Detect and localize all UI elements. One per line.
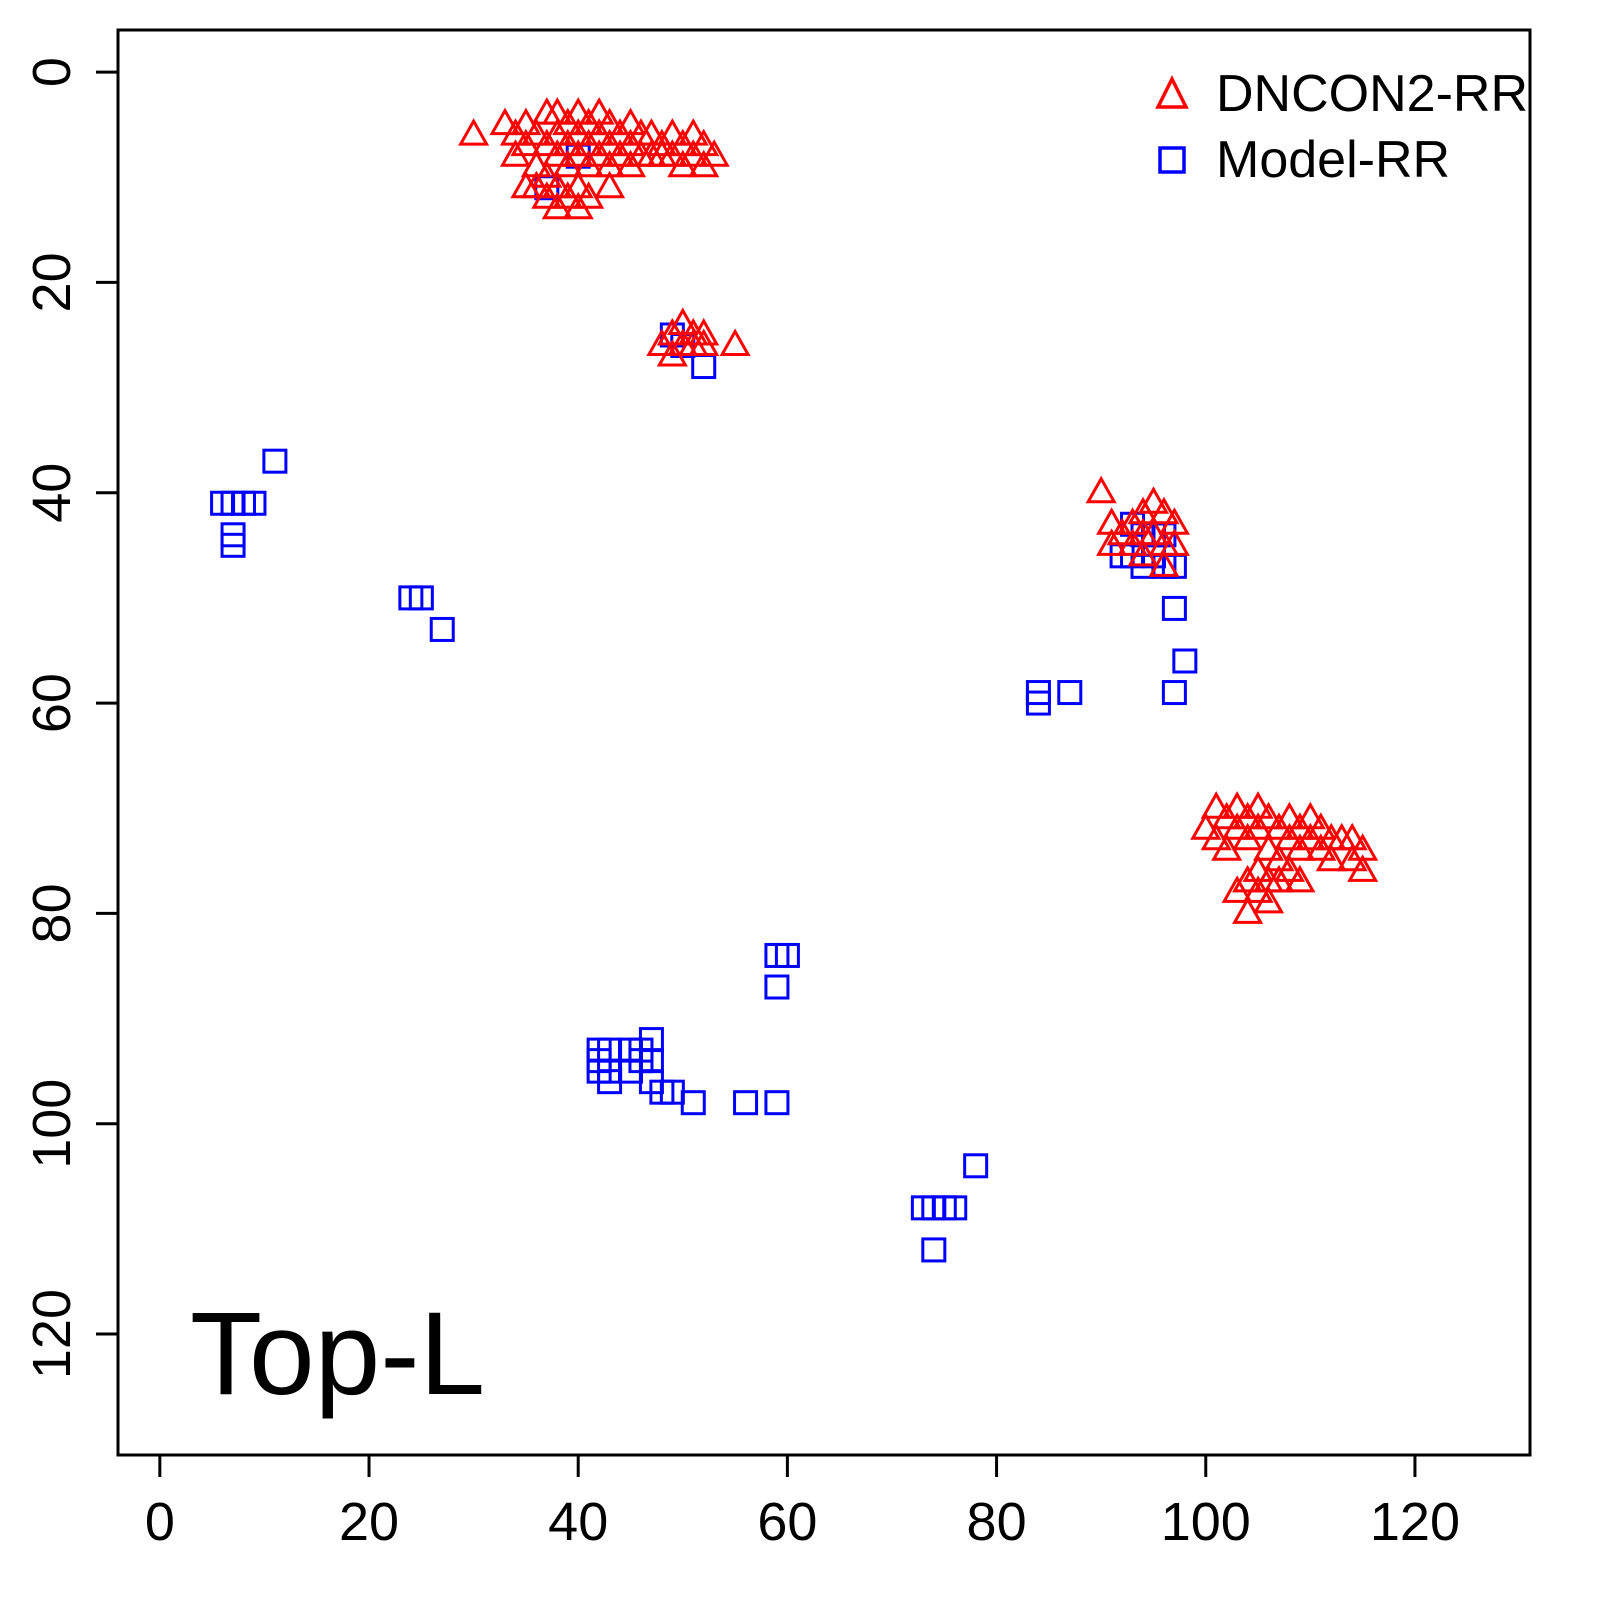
y-tick-label: 120 xyxy=(22,1289,82,1379)
x-tick-label: 20 xyxy=(339,1492,399,1552)
data-point-dncon2-rr xyxy=(458,118,490,146)
data-point-dncon2-rr xyxy=(1284,864,1316,893)
data-point-model-rr xyxy=(1025,690,1051,716)
x-tick-label: 80 xyxy=(967,1492,1027,1552)
data-point-model-rr xyxy=(1172,648,1198,674)
y-tick-label: 100 xyxy=(22,1079,82,1169)
data-point-dncon2-rr xyxy=(1127,538,1159,567)
data-point-dncon2-rr xyxy=(688,317,720,346)
data-point-dncon2-rr xyxy=(1158,528,1190,556)
data-point-dncon2-rr xyxy=(719,328,751,356)
data-point-model-rr xyxy=(220,532,246,558)
data-point-model-rr xyxy=(733,1090,759,1116)
data-point-dncon2-rr xyxy=(1200,822,1232,851)
x-tick-label: 0 xyxy=(145,1492,175,1552)
data-point-dncon2-rr xyxy=(1200,791,1232,819)
data-point-dncon2-rr xyxy=(688,328,720,356)
data-point-model-rr xyxy=(429,616,455,642)
data-point-model-rr xyxy=(963,1153,989,1179)
data-point-dncon2-rr xyxy=(1347,854,1379,882)
data-point-model-rr xyxy=(691,354,717,380)
data-point-model-rr xyxy=(241,490,267,516)
data-point-dncon2-rr xyxy=(1252,801,1285,830)
data-point-model-rr xyxy=(764,974,790,1000)
data-point-model-rr xyxy=(1057,680,1083,706)
legend-item-dncon2: DNCON2-RR xyxy=(1150,68,1528,120)
data-point-model-rr xyxy=(262,448,288,474)
data-point-dncon2-rr xyxy=(573,181,605,209)
x-tick-label: 100 xyxy=(1161,1492,1251,1552)
x-tick-label: 40 xyxy=(548,1492,608,1552)
data-point-model-rr xyxy=(1161,680,1187,706)
y-tick-label: 60 xyxy=(22,673,82,733)
x-tick-label: 120 xyxy=(1370,1492,1460,1552)
data-point-dncon2-rr xyxy=(1137,486,1170,514)
legend-item-model: Model-RR xyxy=(1150,134,1528,186)
data-point-dncon2-rr xyxy=(1273,854,1306,882)
x-tick-label: 60 xyxy=(757,1492,817,1552)
data-point-dncon2-rr xyxy=(1148,549,1180,577)
data-point-dncon2-rr xyxy=(1232,896,1264,924)
data-point-dncon2-rr xyxy=(1085,475,1117,504)
data-point-model-rr xyxy=(1161,595,1187,621)
data-point-model-rr xyxy=(764,1090,790,1116)
plot-box xyxy=(116,28,1532,1457)
data-point-model-rr xyxy=(774,942,800,968)
y-tick-label: 40 xyxy=(22,463,82,523)
data-point-model-rr xyxy=(680,1090,706,1116)
plot-title: Top-L xyxy=(190,1288,486,1420)
legend-label-dncon2: DNCON2-RR xyxy=(1216,65,1528,123)
data-point-dncon2-rr xyxy=(1148,496,1180,525)
data-point-dncon2-rr xyxy=(520,118,552,146)
data-point-model-rr xyxy=(921,1237,947,1263)
data-point-dncon2-rr xyxy=(1252,885,1285,914)
data-point-dncon2-rr xyxy=(1211,833,1243,861)
legend-label-model: Model-RR xyxy=(1216,131,1451,189)
red-triangle-icon xyxy=(1155,75,1189,109)
data-point-dncon2-rr xyxy=(1315,843,1347,872)
data-point-model-rr xyxy=(942,1195,968,1221)
data-point-dncon2-rr xyxy=(1190,812,1222,840)
data-point-model-rr xyxy=(408,585,434,611)
data-point-dncon2-rr xyxy=(1137,517,1170,546)
data-point-dncon2-rr xyxy=(594,170,626,199)
legend: DNCON2-RR Model-RR xyxy=(1150,68,1528,186)
y-tick-label: 20 xyxy=(22,252,82,312)
data-point-dncon2-rr xyxy=(1252,833,1285,861)
data-point-dncon2-rr xyxy=(698,139,730,167)
y-tick-label: 80 xyxy=(22,883,82,943)
y-tick-label: 0 xyxy=(22,57,82,87)
blue-square-icon xyxy=(1158,146,1186,174)
data-point-dncon2-rr xyxy=(489,107,521,136)
